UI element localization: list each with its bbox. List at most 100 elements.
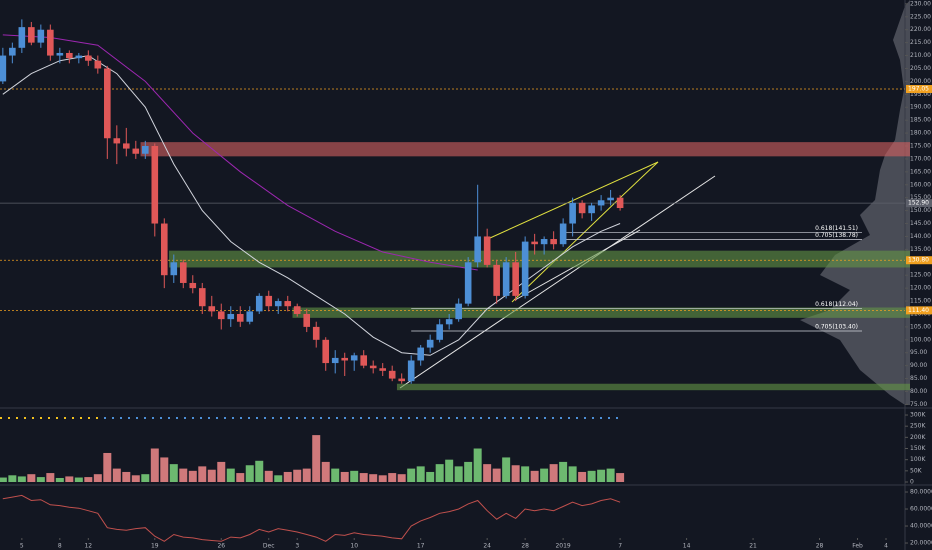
- candle-body: [94, 60, 102, 69]
- volume-bar: [0, 477, 7, 482]
- candle-body: [179, 262, 187, 283]
- volume-bar: [426, 471, 435, 482]
- volume-bar: [55, 477, 64, 482]
- candle-body: [445, 319, 453, 325]
- volume-bar: [616, 473, 625, 482]
- y-tick-label: 120.00: [910, 285, 931, 292]
- y-tick-label: 225.00: [910, 13, 931, 20]
- candle-body: [28, 27, 35, 43]
- volume-bar: [350, 470, 359, 482]
- candle-body: [322, 339, 330, 364]
- y-tick-label: 185.00: [910, 117, 931, 124]
- rsi-line: [2, 494, 621, 542]
- volume-bar: [502, 457, 511, 482]
- candle-body: [132, 148, 140, 154]
- y-tick-label: 180.00: [910, 130, 931, 137]
- price-label: 197.05: [908, 86, 929, 93]
- candle-body: [198, 288, 206, 307]
- candle-body: [9, 47, 16, 56]
- x-tick-label: 24: [483, 543, 491, 550]
- volume-bar: [274, 475, 283, 482]
- volume-bar: [112, 468, 121, 482]
- candle-body: [569, 202, 576, 224]
- price-label: 152.90: [908, 200, 929, 207]
- price-label-box: [906, 85, 932, 94]
- volume-bar: [255, 460, 264, 482]
- y-tick-label: 85.00: [910, 375, 927, 382]
- candle-body: [417, 347, 424, 361]
- volume-bar: [217, 461, 226, 482]
- x-tick-label: 14: [683, 543, 691, 550]
- y-tick-label: 165.00: [910, 168, 931, 175]
- volume-bar: [188, 470, 197, 482]
- candle-body: [369, 365, 377, 369]
- zone: [396, 383, 910, 391]
- volume-bar: [388, 473, 397, 482]
- candle-body: [331, 357, 339, 364]
- volume-bar: [359, 473, 368, 482]
- wedge-upper: [489, 161, 659, 239]
- x-tick-label: 2019: [555, 543, 570, 550]
- y-tick-label: 205.00: [910, 65, 931, 72]
- wedge-edge: [621, 161, 659, 197]
- y-tick-label: 155.00: [910, 194, 931, 201]
- candle-body: [227, 313, 235, 320]
- y-tick-label: 175.00: [910, 143, 931, 150]
- volume-bar: [568, 466, 577, 482]
- volume-bar: [302, 468, 311, 482]
- candle-body: [578, 202, 586, 214]
- volume-bar: [74, 477, 83, 482]
- y-tick-label: 75.00: [910, 401, 927, 408]
- volume-bar: [473, 448, 482, 482]
- volume-bar: [340, 471, 349, 482]
- candle-body: [274, 301, 282, 307]
- candle-body: [66, 52, 73, 59]
- volume-bar: [464, 461, 473, 482]
- candle-body: [123, 143, 130, 149]
- x-tick-label: 26: [217, 543, 225, 550]
- volume-bar: [559, 461, 568, 482]
- x-tick-label: 28: [816, 543, 824, 550]
- x-tick-label: 12: [84, 543, 92, 550]
- x-tick-label: 10: [350, 543, 358, 550]
- volume-bar: [530, 470, 539, 482]
- candle-body: [597, 200, 605, 206]
- y-tick-label: 170.00: [910, 155, 931, 162]
- candle-body: [312, 326, 320, 340]
- volume-bar: [492, 468, 501, 482]
- candle-body: [464, 262, 472, 304]
- volume-bar: [312, 435, 321, 482]
- x-tick-label: 28: [521, 543, 529, 550]
- candle-body: [85, 55, 92, 61]
- volume-bar: [93, 474, 102, 482]
- volume-bar: [141, 474, 150, 482]
- volume-bar: [65, 476, 74, 482]
- y-tick-label: 0: [910, 479, 914, 486]
- fib-label: 0.618(112.04): [815, 301, 858, 308]
- volume-bar: [587, 470, 596, 482]
- volume-bar: [207, 469, 216, 482]
- candle-body: [160, 223, 168, 276]
- candle-body: [104, 68, 111, 139]
- candle-body: [217, 311, 225, 320]
- y-tick-label: 160.00: [910, 181, 931, 188]
- y-tick-label: 105.00: [910, 323, 931, 330]
- volume-bar: [454, 466, 463, 482]
- volume-bar: [521, 466, 530, 482]
- price-label-box: [906, 256, 932, 265]
- x-tick-label: Feb: [852, 543, 863, 550]
- y-tick-label: 300K: [910, 412, 926, 419]
- y-tick-label: 140.00: [910, 233, 931, 240]
- zone: [169, 250, 911, 268]
- volume-bar: [416, 466, 425, 482]
- candle-body: [75, 55, 83, 59]
- price-label: 111.40: [908, 307, 929, 314]
- volume-bar: [27, 474, 36, 482]
- y-tick-label: 145.00: [910, 220, 931, 227]
- y-tick-label: 200.00: [910, 78, 931, 85]
- price-label-box: [906, 199, 932, 208]
- volume-bar: [36, 477, 45, 482]
- candle-body: [141, 146, 149, 154]
- y-tick-label: 250K: [910, 423, 926, 430]
